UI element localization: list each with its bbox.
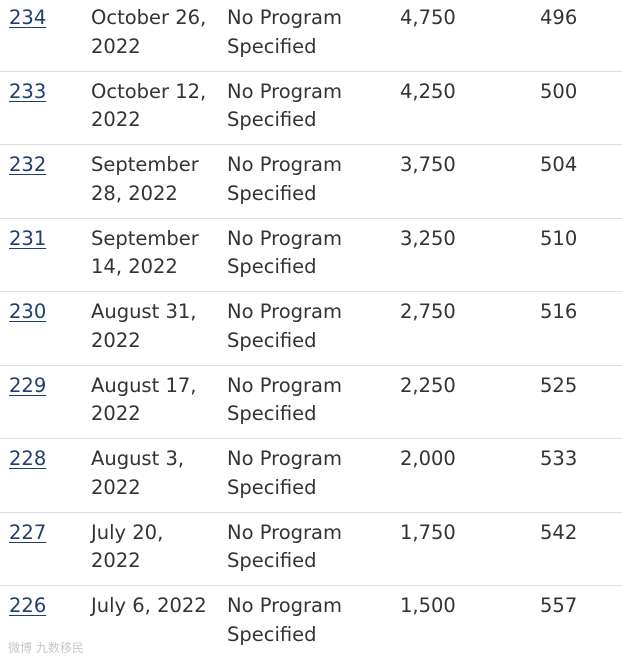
- draw-number-link[interactable]: 227: [9, 520, 47, 544]
- table-row: 234 October 26, 2022 No Program Specifie…: [0, 0, 622, 72]
- crs-score: 500: [540, 79, 578, 103]
- draw-date: August 3, 2022: [91, 447, 185, 499]
- crs-score: 510: [540, 226, 578, 250]
- draw-date: October 12, 2022: [91, 79, 207, 132]
- draw-number-cell[interactable]: 232: [9, 151, 46, 180]
- program-name: No Program Specified: [227, 373, 342, 426]
- draw-date: September 28, 2022: [91, 153, 199, 205]
- program-name: No Program Specified: [227, 79, 342, 132]
- invitations-issued: 4,750: [400, 6, 456, 29]
- draw-number-cell[interactable]: 231: [9, 225, 46, 254]
- program-name: No Program Specified: [227, 447, 342, 499]
- crs-score: 557: [540, 594, 578, 617]
- crs-score: 496: [540, 6, 578, 29]
- crs-score: 533: [540, 447, 578, 470]
- draw-number-link[interactable]: 234: [9, 6, 47, 29]
- program-name: No Program Specified: [227, 300, 342, 352]
- draw-number-cell[interactable]: 228: [9, 445, 46, 474]
- draw-date: July 20, 2022: [91, 520, 164, 573]
- program-name: No Program Specified: [227, 6, 342, 58]
- invitations-issued: 3,250: [400, 226, 456, 250]
- program-name: No Program Specified: [227, 594, 342, 646]
- table-row: 227 July 20, 2022 No Program Specified 1…: [0, 513, 622, 586]
- draw-date: August 17, 2022: [91, 373, 197, 426]
- invitations-issued: 2,250: [400, 373, 456, 397]
- draw-number-link[interactable]: 228: [9, 447, 47, 470]
- invitations-issued: 2,750: [400, 300, 456, 323]
- crs-score: 542: [540, 520, 578, 544]
- draw-number-cell[interactable]: 234: [9, 4, 46, 33]
- table-row: 231 September 14, 2022 No Program Specif…: [0, 219, 622, 292]
- table-row: 228 August 3, 2022 No Program Specified …: [0, 439, 622, 513]
- invitations-issued: 1,500: [400, 594, 456, 617]
- crs-score: 516: [540, 300, 578, 323]
- table-row: 232 September 28, 2022 No Program Specif…: [0, 145, 622, 219]
- program-name: No Program Specified: [227, 153, 342, 205]
- draw-number-link[interactable]: 230: [9, 300, 47, 323]
- draw-number-link[interactable]: 232: [9, 153, 47, 176]
- draw-number-cell[interactable]: 229: [9, 372, 46, 401]
- table-row: 229 August 17, 2022 No Program Specified…: [0, 366, 622, 439]
- invitations-issued: 3,750: [400, 153, 456, 176]
- draw-number-cell[interactable]: 227: [9, 519, 46, 548]
- program-name: No Program Specified: [227, 226, 342, 279]
- draw-date: October 26, 2022: [91, 6, 207, 58]
- invitations-issued: 1,750: [400, 520, 456, 544]
- invitations-issued: 4,250: [400, 79, 456, 103]
- draw-date: July 6, 2022: [91, 594, 207, 617]
- draw-number-link[interactable]: 226: [9, 594, 47, 617]
- draw-date: August 31, 2022: [91, 300, 197, 352]
- draw-number-cell[interactable]: 230: [9, 298, 46, 327]
- draw-date: September 14, 2022: [91, 226, 199, 279]
- draw-number-cell[interactable]: 226: [9, 592, 46, 621]
- table-row: 226 July 6, 2022 No Program Specified 1,…: [0, 586, 622, 660]
- table-row: 233 October 12, 2022 No Program Specifie…: [0, 72, 622, 145]
- crs-score: 525: [540, 373, 578, 397]
- watermark: 微博 九数移民: [8, 641, 84, 655]
- crs-score: 504: [540, 153, 578, 176]
- table-row: 230 August 31, 2022 No Program Specified…: [0, 292, 622, 366]
- invitations-issued: 2,000: [400, 447, 456, 470]
- draw-number-link[interactable]: 231: [9, 226, 47, 250]
- draw-number-link[interactable]: 233: [9, 79, 47, 103]
- program-name: No Program Specified: [227, 520, 342, 573]
- draw-number-cell[interactable]: 233: [9, 78, 46, 107]
- draw-number-link[interactable]: 229: [9, 373, 47, 397]
